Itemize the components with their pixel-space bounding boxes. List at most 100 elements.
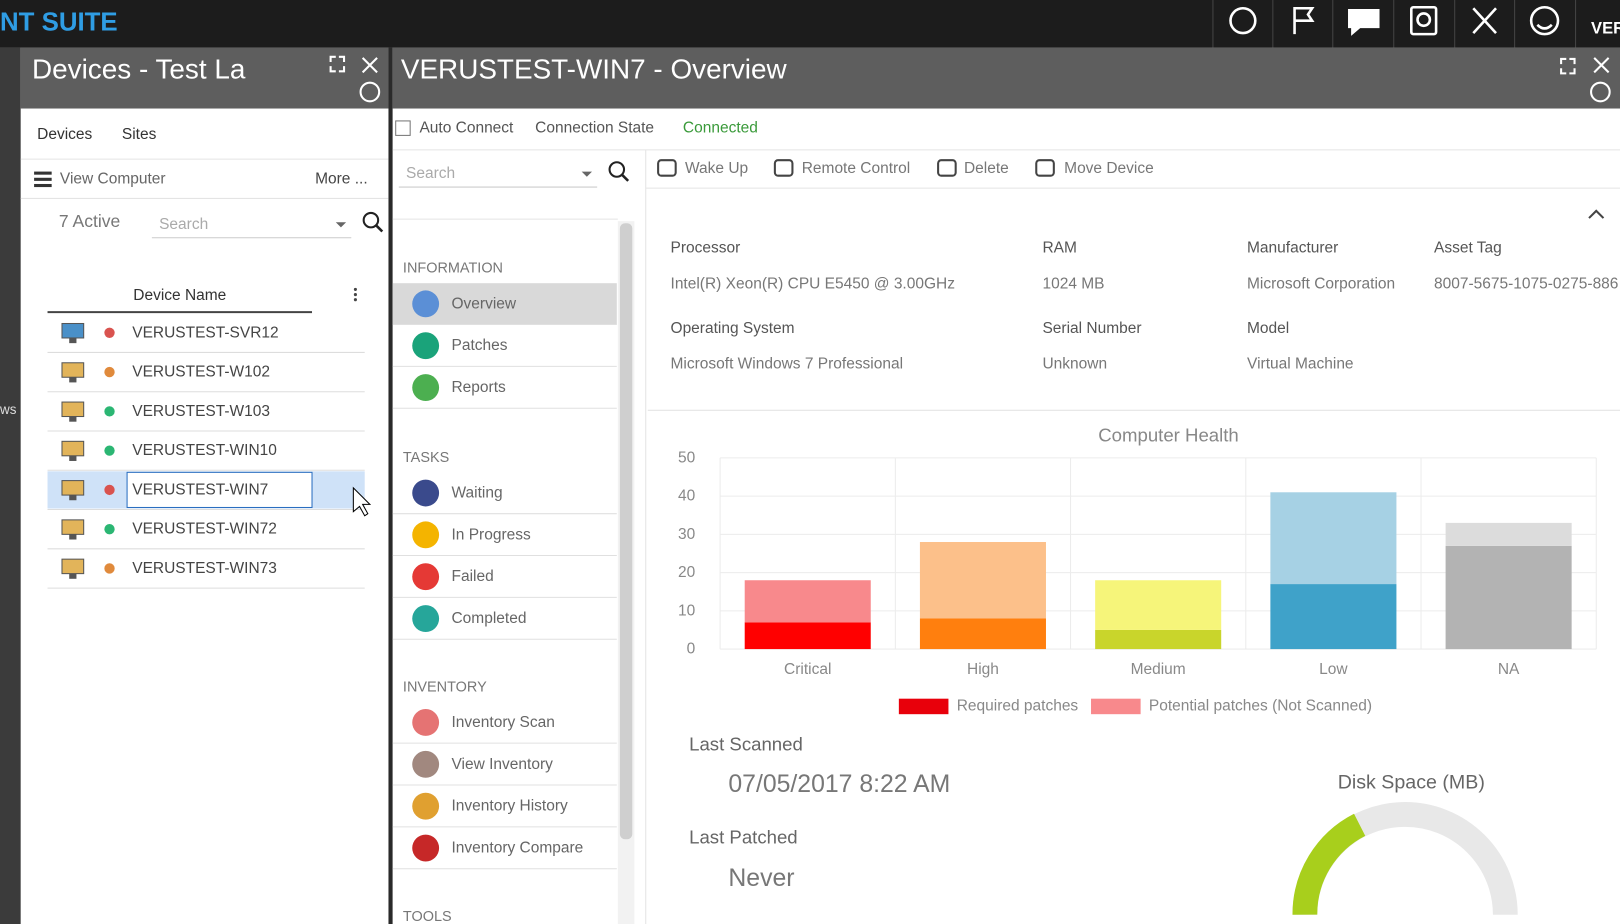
bar <box>1095 629 1222 650</box>
scrollbar-thumb[interactable] <box>619 223 633 840</box>
menu-item[interactable]: Patches <box>451 337 507 354</box>
active-count: 7 Active <box>59 211 120 231</box>
menu-icon <box>412 709 440 736</box>
toolbar-button[interactable]: Move Device <box>1064 160 1154 177</box>
menu-item[interactable]: Failed <box>451 568 493 585</box>
column-menu[interactable] <box>353 287 357 291</box>
menu-icon <box>412 521 440 549</box>
info-value: 1024 MB <box>1042 276 1104 293</box>
search-input[interactable]: Search <box>159 216 208 233</box>
device-icon <box>61 322 85 339</box>
view-computer[interactable]: View Computer <box>60 170 166 187</box>
toolbar-button[interactable]: Wake Up <box>685 160 748 177</box>
menu-item[interactable]: Inventory Compare <box>451 840 583 857</box>
menu-item[interactable]: Completed <box>451 610 526 627</box>
menu-item[interactable]: View Inventory <box>451 756 553 773</box>
toolbar-icon[interactable] <box>1035 159 1055 177</box>
info-label: Model <box>1247 320 1289 337</box>
menu-icon <box>412 750 440 778</box>
menu-item[interactable]: Reports <box>451 379 506 396</box>
x-tick-label: Medium <box>1131 661 1186 678</box>
top-icons[interactable] <box>1229 5 1560 36</box>
toolbar-icon[interactable] <box>773 159 794 177</box>
panel-title: VERUSTEST-WIN7 - Overview <box>401 54 788 85</box>
tab[interactable]: Sites <box>122 126 157 143</box>
menu-item[interactable]: In Progress <box>451 526 530 543</box>
device-name[interactable]: VERUSTEST-SVR12 <box>132 324 278 341</box>
device-name[interactable]: VERUSTEST-WIN73 <box>132 560 277 577</box>
toolbar-button[interactable]: Delete <box>964 160 1009 177</box>
column-header: Device Name <box>133 287 226 304</box>
device-icon <box>61 480 85 496</box>
info-label: RAM <box>1042 240 1076 257</box>
column-menu[interactable] <box>353 298 357 302</box>
info-value: Microsoft Corporation <box>1247 276 1395 293</box>
dropdown-arrow[interactable] <box>335 222 347 228</box>
legend-swatch[interactable] <box>1091 698 1141 715</box>
legend-label[interactable]: Required patches <box>957 697 1079 714</box>
checkbox[interactable] <box>395 120 411 136</box>
more-button[interactable]: More ... <box>315 170 368 187</box>
tab[interactable]: Devices <box>37 126 92 143</box>
status-dot <box>104 524 115 535</box>
search-icon[interactable] <box>621 173 630 182</box>
legend-swatch[interactable] <box>898 698 949 715</box>
bar <box>1445 522 1572 546</box>
toolbar-button[interactable]: Remote Control <box>802 160 911 177</box>
info-label: Serial Number <box>1042 320 1141 337</box>
bar <box>1270 584 1397 650</box>
status-dot <box>104 366 115 378</box>
y-tick-label: 30 <box>678 526 696 543</box>
header-controls[interactable] <box>329 55 1611 103</box>
info-value: Intel(R) Xeon(R) CPU E5450 @ 3.00GHz <box>671 276 955 293</box>
chart-title: Computer Health <box>1098 425 1239 446</box>
left-strip <box>0 47 21 924</box>
menu-item[interactable]: Waiting <box>451 485 502 502</box>
list-icon <box>34 177 52 181</box>
status-dot <box>104 406 115 417</box>
connection-state-label: Connection State <box>535 120 654 137</box>
column-menu[interactable] <box>353 293 357 297</box>
x-tick-label: NA <box>1498 661 1520 678</box>
toolbar-icon[interactable] <box>657 159 677 177</box>
panel-lines <box>20 149 1620 924</box>
divider <box>388 47 393 924</box>
search-icon[interactable] <box>608 161 626 178</box>
search-icon[interactable] <box>375 224 384 233</box>
disk-gauge-used <box>1292 813 1366 916</box>
search-icon[interactable] <box>362 211 380 229</box>
menu-item[interactable]: Inventory History <box>451 798 568 815</box>
device-stand <box>69 416 77 422</box>
disk-title: Disk Space (MB) <box>1338 771 1485 793</box>
device-name[interactable]: VERUSTEST-WIN10 <box>132 442 277 459</box>
menu-search[interactable]: Search <box>406 165 455 182</box>
auto-connect[interactable]: Auto Connect <box>419 120 514 137</box>
list-icon <box>34 183 52 188</box>
info-value: 8007-5675-1075-0275-886 <box>1434 276 1618 293</box>
device-stand <box>69 534 77 540</box>
bar <box>919 541 1046 619</box>
info-label: Manufacturer <box>1247 240 1338 257</box>
device-name[interactable]: VERUSTEST-WIN72 <box>132 521 277 538</box>
device-name[interactable]: VERUSTEST-W103 <box>132 403 270 420</box>
device-stand <box>69 573 77 579</box>
menu-icon <box>412 605 440 633</box>
menu-item[interactable]: Overview <box>451 295 516 312</box>
menu-icon <box>412 374 440 402</box>
collapse-caret[interactable] <box>1588 209 1605 219</box>
device-stand <box>69 337 77 344</box>
device-name[interactable]: VERUSTEST-WIN7 <box>132 481 268 498</box>
toolbar-icon[interactable] <box>937 159 957 177</box>
legend-label[interactable]: Potential patches (Not Scanned) <box>1149 697 1372 714</box>
y-tick-label: 10 <box>678 602 696 619</box>
status-dot <box>104 484 115 496</box>
device-name[interactable]: VERUSTEST-W102 <box>132 364 270 381</box>
menu-item[interactable]: Inventory Scan <box>451 714 554 731</box>
connection-state: Connected <box>683 120 758 137</box>
menu-heading: TOOLS <box>403 909 452 924</box>
info-label: Processor <box>671 240 741 257</box>
dropdown-arrow[interactable] <box>581 171 593 177</box>
user-label: VER <box>1591 18 1620 37</box>
menu-icon <box>412 290 440 318</box>
